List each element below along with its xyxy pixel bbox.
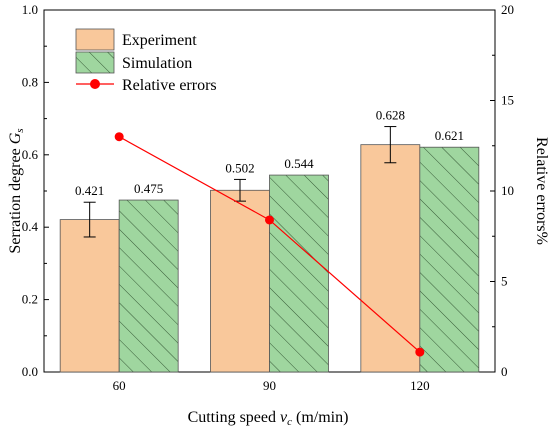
data-label-experiment: 0.502 (225, 160, 254, 175)
legend-swatch-experiment (75, 28, 115, 51)
error-bars (83, 126, 397, 238)
data-label-experiment: 0.628 (376, 108, 405, 123)
bar-simulation-hatch (269, 174, 329, 373)
legend-label-simulation: Simulation (122, 55, 192, 72)
relative-errors-point (415, 347, 425, 357)
relative-errors-point (114, 132, 124, 142)
legend-swatch-simulation-hatch (76, 52, 114, 73)
bar-experiment (360, 144, 421, 373)
data-label-simulation: 0.544 (284, 156, 314, 171)
x-tick-label: 120 (410, 378, 430, 393)
data-label-experiment: 0.421 (75, 183, 104, 198)
bar-experiment (210, 189, 270, 373)
y2-tick-label: 15 (501, 93, 514, 108)
legend-label-relative-errors: Relative errors (122, 77, 217, 94)
bar-experiment (59, 219, 120, 373)
x-tick-label: 60 (113, 378, 126, 393)
y-tick-label: 1.0 (22, 2, 38, 17)
y-tick-label: 0.2 (22, 292, 38, 307)
left-axis: 0.0 0.2 0.4 0.6 0.8 1.0 (22, 2, 49, 379)
y2-tick-label: 0 (501, 364, 508, 379)
right-axis: 0 5 10 15 20 (490, 2, 514, 379)
legend-label-experiment: Experiment (122, 32, 197, 49)
data-labels: 0.421 0.475 0.502 0.544 0.628 0.621 (75, 108, 464, 199)
y-tick-label: 0.0 (22, 364, 38, 379)
relative-errors-point (265, 215, 274, 225)
y-axis-title: Serration degree Gs (7, 128, 26, 253)
y2-tick-label: 10 (501, 183, 514, 198)
y2-tick-label: 20 (501, 2, 514, 17)
bar-simulation-hatch (118, 199, 179, 373)
bar-simulation-hatch (419, 146, 480, 373)
y2-axis-title: Relative errors% (533, 137, 550, 245)
y-tick-label: 0.6 (22, 147, 39, 162)
y2-tick-label: 5 (501, 274, 508, 289)
data-label-simulation: 0.621 (435, 128, 464, 143)
y-tick-label: 0.8 (22, 74, 38, 89)
y-tick-label: 0.4 (22, 219, 39, 234)
x-axis-title: Cutting speed vc (m/min) (188, 409, 349, 428)
relative-errors-series (114, 132, 425, 357)
data-label-simulation: 0.475 (134, 181, 163, 196)
legend-marker-relative-errors (90, 79, 100, 89)
x-tick-label: 90 (263, 378, 276, 393)
bars (59, 144, 480, 373)
legend: Experiment Simulation Relative errors (75, 28, 217, 94)
